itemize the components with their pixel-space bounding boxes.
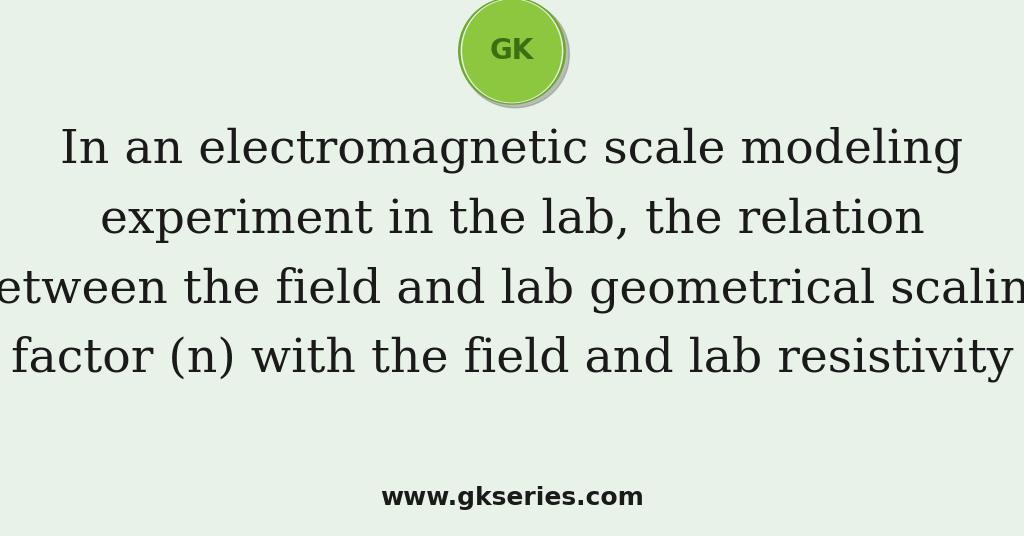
Text: In an electromagnetic scale modeling: In an electromagnetic scale modeling: [60, 127, 964, 173]
Ellipse shape: [461, 1, 569, 108]
Text: factor (n) with the field and lab resistivity: factor (n) with the field and lab resist…: [10, 336, 1014, 382]
Ellipse shape: [461, 0, 563, 103]
Text: between the field and lab geometrical scaling: between the field and lab geometrical sc…: [0, 266, 1024, 312]
Text: www.gkseries.com: www.gkseries.com: [380, 487, 644, 510]
Text: experiment in the lab, the relation: experiment in the lab, the relation: [99, 197, 925, 243]
Ellipse shape: [459, 0, 565, 104]
Text: GK: GK: [489, 37, 535, 65]
Ellipse shape: [463, 0, 561, 102]
